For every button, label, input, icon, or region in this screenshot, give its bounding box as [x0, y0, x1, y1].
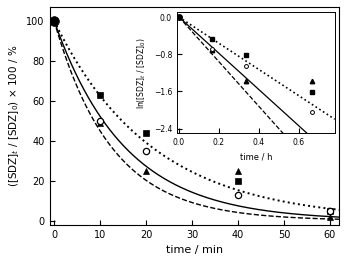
Y-axis label: ([SDZ]$_t$ / [SDZ]$_0$) × 100 / %: ([SDZ]$_t$ / [SDZ]$_0$) × 100 / % — [7, 45, 21, 187]
X-axis label: time / min: time / min — [166, 245, 223, 255]
